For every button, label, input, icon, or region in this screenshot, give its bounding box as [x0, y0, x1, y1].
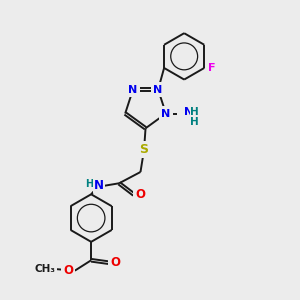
Text: O: O [63, 264, 73, 277]
Text: N: N [94, 179, 104, 192]
Text: O: O [136, 188, 146, 201]
Text: N: N [184, 107, 193, 117]
Text: H: H [190, 117, 199, 127]
Text: N: N [161, 109, 170, 118]
Text: S: S [140, 143, 148, 156]
Text: F: F [208, 63, 215, 73]
Text: H: H [190, 107, 199, 117]
Text: H: H [85, 179, 93, 190]
Text: N: N [128, 85, 138, 94]
Text: O: O [110, 256, 120, 269]
Text: N: N [154, 85, 163, 94]
Text: CH₃: CH₃ [34, 264, 56, 274]
